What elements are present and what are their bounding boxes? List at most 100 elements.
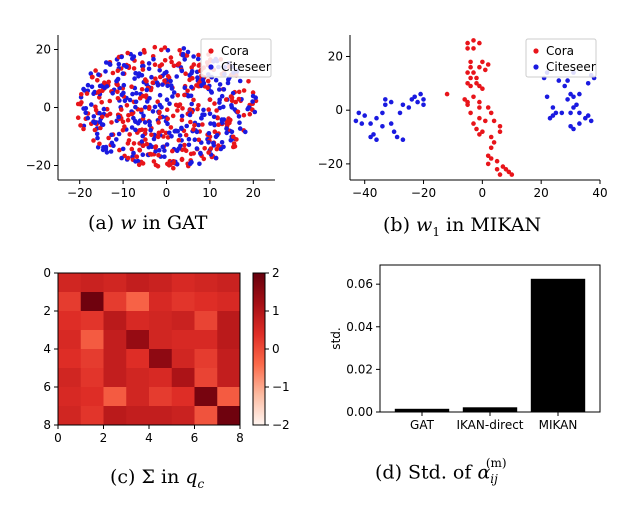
citeseer-point [137,51,143,57]
citeseer-point [374,137,379,142]
citeseer-point [362,113,368,118]
cora-point [159,47,164,53]
citeseer-point [186,142,192,148]
cora-point [200,122,205,127]
citeseer-point [217,105,223,111]
y-tick-label: 4 [43,342,51,356]
citeseer-point [160,82,165,87]
legend-entry: Cora [221,44,249,58]
cora-point [236,96,242,102]
cora-point [182,142,187,148]
cora-point [152,62,158,67]
citeseer-point [135,121,141,126]
cora-point [488,156,494,161]
cora-point [205,78,211,84]
citeseer-point [89,102,94,107]
citeseer-point [142,104,148,110]
cora-point [131,141,137,146]
cora-point [180,106,185,111]
cora-point [176,61,182,66]
citeseer-point [568,124,573,129]
cora-point [99,100,104,105]
citeseer-point [135,158,141,164]
citeseer-point [195,56,201,62]
cora-point [230,134,236,140]
citeseer-point [568,91,573,97]
cora-point [235,109,241,115]
citeseer-point [99,122,105,127]
citeseer-point [213,155,219,161]
cora-point [471,46,476,51]
citeseer-point [164,97,170,102]
colorbar-tick-label: 1 [272,304,280,318]
cora-point [151,159,157,164]
heatmap-cell [171,387,195,407]
cora-point [494,158,500,164]
cora-point [140,67,146,72]
cora-point [471,94,476,100]
y-tick-label: 0.02 [346,362,373,376]
cora-point [474,75,479,81]
cora-point [117,147,122,153]
citeseer-point [550,105,556,110]
cora-point [153,76,158,81]
x-tick-label: 20 [534,186,549,200]
cora-point [124,103,130,108]
citeseer-point [120,146,126,152]
cora-point [250,90,256,95]
colorbar [252,272,266,426]
cora-point [131,66,137,71]
citeseer-point [174,74,179,79]
x-tick-label: 10 [202,186,217,200]
heatmap-cell [217,349,241,369]
cora-point [78,101,83,107]
cora-point [187,77,192,83]
citeseer-point [149,74,154,80]
citeseer-point [95,145,101,150]
caption-b: (b) w1 in MIKAN [383,214,542,239]
heatmap-cell [58,368,82,388]
cora-point [214,146,220,152]
legend-entry: Citeseer [221,60,271,74]
cora-point [93,104,98,110]
cora-point [474,81,479,86]
citeseer-point [129,125,135,130]
cora-point [170,148,175,154]
citeseer-point [383,102,388,108]
heatmap-cell [149,311,173,331]
citeseer-point [185,49,191,55]
citeseer-point [189,84,194,90]
cora-point [477,83,482,89]
cora-point [152,44,158,50]
citeseer-point [120,71,126,76]
citeseer-point [174,162,180,167]
citeseer-point [394,134,400,140]
cora-point [162,58,168,63]
cora-point [171,63,177,69]
citeseer-point [82,88,87,93]
y-tick-label: −20 [318,157,343,171]
citeseer-point [574,102,579,108]
cora-point [143,127,148,133]
cora-point [104,106,110,112]
citeseer-point [157,68,162,73]
heatmap-cell [103,406,127,426]
cora-point [168,55,174,60]
cora-point [109,120,114,125]
citeseer-point [252,109,258,115]
y-tick-label: −20 [26,159,51,173]
heatmap-cell [58,292,82,312]
bar-mikan [530,278,586,412]
cora-point [122,124,127,129]
citeseer-point [140,152,146,157]
heatmap-cell [149,387,173,407]
citeseer-point [147,119,152,125]
citeseer-point [139,139,145,144]
cora-point [92,127,98,133]
heatmap-cell [171,311,195,331]
citeseer-point [356,110,362,116]
citeseer-point [189,101,194,107]
citeseer-point [94,131,100,137]
cora-point [140,161,146,166]
cora-point [236,89,242,95]
